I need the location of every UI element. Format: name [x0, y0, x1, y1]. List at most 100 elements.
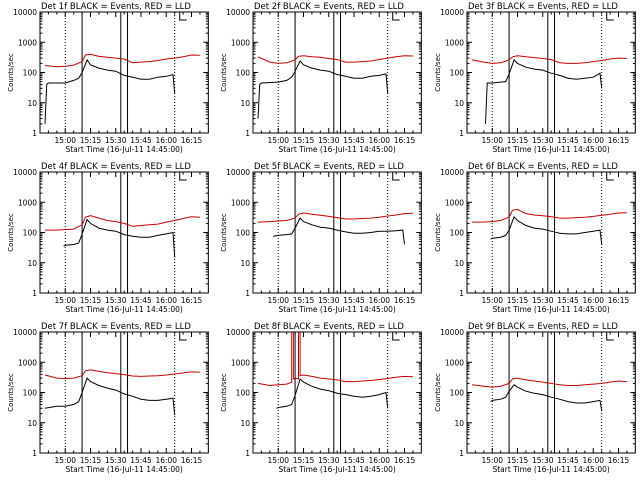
y-tick-label: 100 [236, 69, 251, 78]
chart-title: Det 4f BLACK = Events, RED = LLD [41, 162, 191, 172]
x-tick-label: 15:00 [54, 296, 76, 305]
y-tick-label: 100 [449, 69, 464, 78]
chart-panel: Det 2f BLACK = Events, RED = LLD 1 10 100 10… [220, 2, 423, 154]
corner-mark [605, 172, 614, 181]
events-series-line [63, 218, 176, 258]
corner-mark [392, 172, 401, 181]
x-tick-label: 15:15 [506, 136, 528, 145]
y-tick-label: 10000 [226, 168, 250, 177]
x-tick-label: 15:00 [481, 296, 503, 305]
corner-mark [179, 172, 187, 181]
x-tick-label: 15:30 [318, 136, 340, 145]
series-group [257, 55, 414, 119]
chart-panel: Det 6f BLACK = Events, RED = LLD 1 10 100 10… [434, 162, 636, 314]
y-tick-label: 10000 [226, 328, 250, 337]
y-tick-label: 1000 [231, 358, 250, 367]
events-series-line [257, 60, 389, 119]
y-tick-label: 1000 [18, 38, 37, 47]
x-tick-label: 16:00 [582, 456, 604, 465]
y-axis-label: Counts/sec [434, 53, 442, 92]
x-tick-label: 16:15 [181, 136, 203, 145]
chart-title: Det 7f BLACK = Events, RED = LLD [41, 322, 191, 332]
y-axis-label: Counts/sec [434, 373, 442, 412]
lld-series-line [471, 55, 627, 64]
y-tick-label: 10000 [13, 8, 37, 17]
y-tick-label: 1000 [18, 358, 37, 367]
y-tick-label: 10 [454, 419, 464, 428]
y-tick-label: 1 [246, 289, 251, 298]
x-tick-label: 15:00 [268, 136, 290, 145]
series-group [471, 208, 627, 245]
x-tick-label: 15:15 [293, 296, 315, 305]
x-tick-label: 15:30 [532, 136, 554, 145]
y-tick-label: 10 [27, 419, 37, 428]
y-tick-label: 1 [459, 129, 464, 138]
corner-mark [605, 332, 614, 341]
y-tick-label: 1000 [231, 198, 250, 207]
x-tick-label: 15:45 [130, 136, 152, 145]
chart-title: Det 2f BLACK = Events, RED = LLD [254, 2, 404, 12]
series-group [44, 369, 200, 416]
chart-panel: Det 3f BLACK = Events, RED = LLD 1 10 100 10… [434, 2, 636, 154]
x-tick-label: 16:00 [582, 136, 604, 145]
events-series-line [276, 378, 389, 409]
x-tick-label: 15:00 [481, 136, 503, 145]
y-tick-label: 100 [23, 229, 38, 238]
y-tick-label: 1000 [445, 38, 464, 47]
events-series-line [490, 215, 602, 245]
corner-mark [179, 332, 187, 341]
x-tick-label: 15:15 [293, 456, 315, 465]
x-tick-label: 15:45 [130, 296, 152, 305]
y-axis-label: Counts/sec [220, 213, 228, 252]
x-tick-label: 15:30 [318, 456, 340, 465]
series-group [44, 53, 200, 124]
chart-panel: Det 9f BLACK = Events, RED = LLD 1 10 100 10… [434, 322, 636, 474]
x-tick-label: 16:15 [607, 136, 629, 145]
x-tick-label: 15:45 [344, 456, 366, 465]
lld-series-line [471, 208, 627, 223]
series-group [258, 212, 414, 245]
corner-mark [392, 332, 401, 341]
lld-series-line [258, 55, 414, 64]
y-tick-label: 10000 [440, 168, 464, 177]
y-tick-label: 1 [459, 449, 464, 458]
chart-panel: Det 1f BLACK = Events, RED = LLD 1 10 100 10… [7, 2, 209, 154]
x-tick-label: 15:45 [344, 136, 366, 145]
y-tick-label: 100 [236, 229, 251, 238]
x-tick-label: 16:15 [181, 296, 203, 305]
chart-panel: Det 7f BLACK = Events, RED = LLD 1 10 100 10… [7, 322, 209, 474]
series-group [258, 332, 414, 409]
x-tick-label: 15:30 [532, 296, 554, 305]
y-tick-label: 1 [246, 129, 251, 138]
lld-series-line [471, 377, 627, 388]
chart-panel: Det 5f BLACK = Events, RED = LLD 1 10 100 10… [220, 162, 423, 314]
y-tick-label: 100 [23, 69, 38, 78]
events-series-line [484, 58, 602, 124]
events-series-line [44, 58, 176, 124]
y-tick-label: 100 [23, 389, 38, 398]
x-tick-label: 15:00 [268, 456, 290, 465]
y-axis-label: Counts/sec [7, 213, 15, 252]
x-axis-label: Start Time (16-Jul-11 14:45:00) [279, 145, 396, 154]
y-tick-label: 10 [241, 259, 251, 268]
lld-series-line [44, 53, 200, 68]
lld-series-line [45, 215, 200, 231]
y-tick-label: 10 [27, 259, 37, 268]
x-tick-label: 15:45 [344, 296, 366, 305]
lld-series-line [258, 212, 414, 223]
events-series-line [273, 217, 406, 245]
x-tick-label: 16:00 [155, 456, 177, 465]
y-tick-label: 10000 [226, 8, 250, 17]
y-tick-label: 10000 [440, 328, 464, 337]
x-tick-label: 15:30 [318, 296, 340, 305]
y-tick-label: 10 [454, 99, 464, 108]
x-axis-label: Start Time (16-Jul-11 14:45:00) [65, 305, 182, 314]
x-tick-label: 16:15 [394, 136, 416, 145]
x-axis-label: Start Time (16-Jul-11 14:45:00) [279, 305, 396, 314]
y-tick-label: 10 [27, 99, 37, 108]
x-tick-label: 16:15 [394, 296, 416, 305]
x-tick-label: 16:00 [155, 296, 177, 305]
y-axis-label: Counts/sec [7, 373, 15, 412]
y-tick-label: 10 [241, 419, 251, 428]
